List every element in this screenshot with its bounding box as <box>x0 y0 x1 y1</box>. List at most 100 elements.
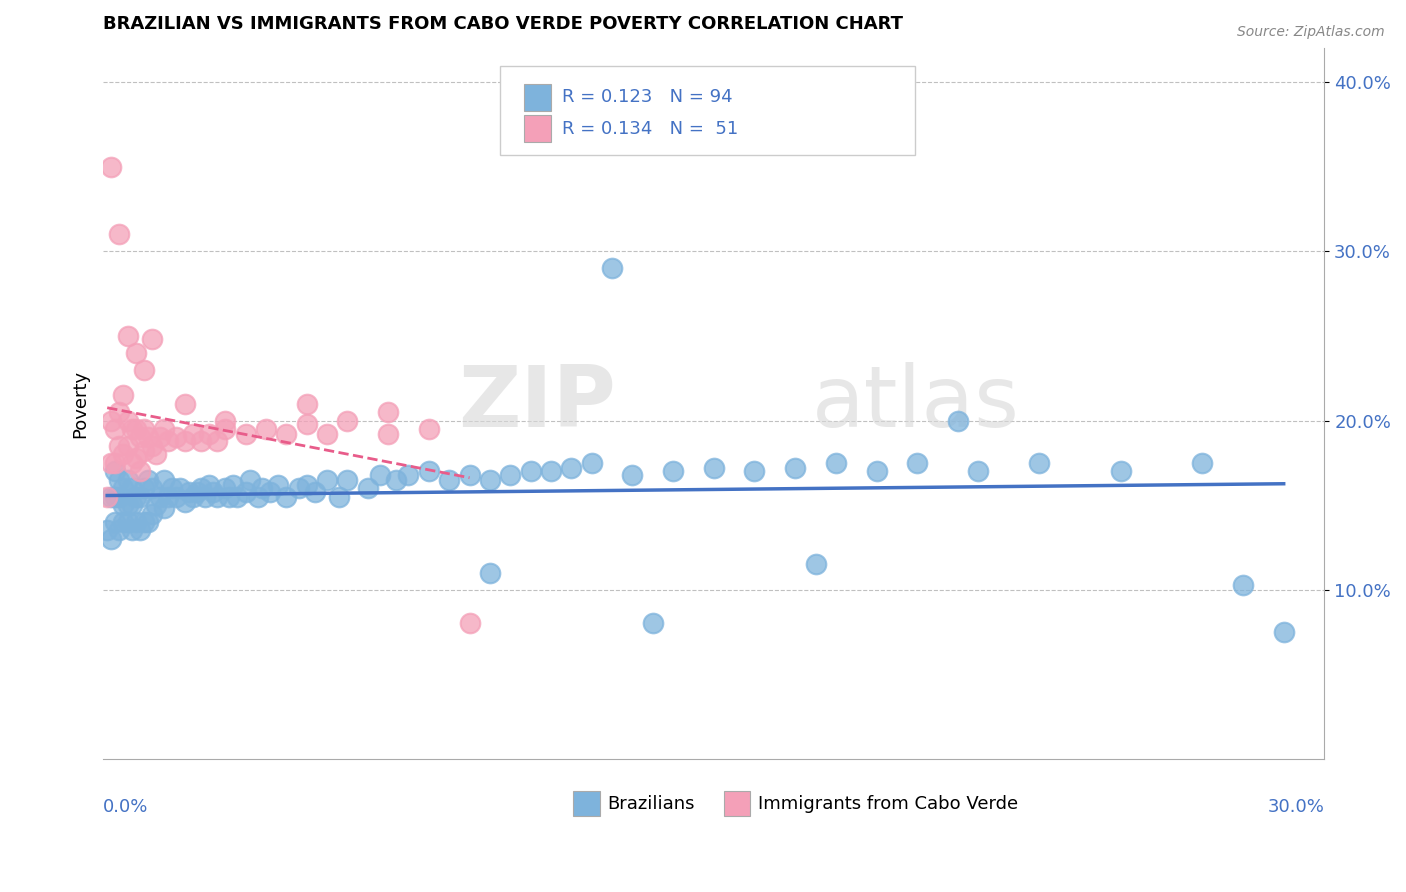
Point <box>377 427 399 442</box>
Point <box>418 422 440 436</box>
Point <box>117 329 139 343</box>
Point <box>336 473 359 487</box>
Point <box>1109 464 1132 478</box>
Point <box>222 477 245 491</box>
Point <box>104 490 127 504</box>
Point <box>235 484 257 499</box>
Point <box>141 481 163 495</box>
Point <box>165 490 187 504</box>
Point <box>499 467 522 482</box>
Point <box>108 473 131 487</box>
Point <box>121 456 143 470</box>
Point <box>121 524 143 538</box>
Point <box>104 456 127 470</box>
Y-axis label: Poverty: Poverty <box>72 369 89 438</box>
Point <box>865 464 887 478</box>
Point <box>316 427 339 442</box>
Point <box>385 473 408 487</box>
Point <box>214 413 236 427</box>
Point <box>295 477 318 491</box>
Point <box>946 413 969 427</box>
Point <box>145 447 167 461</box>
Point <box>104 464 127 478</box>
Point <box>117 413 139 427</box>
Point <box>825 456 848 470</box>
Point <box>254 422 277 436</box>
Point <box>96 490 118 504</box>
Point <box>621 467 644 482</box>
Point <box>600 261 623 276</box>
Point <box>141 439 163 453</box>
Point <box>141 507 163 521</box>
Point <box>132 363 155 377</box>
Point <box>214 481 236 495</box>
Point <box>132 444 155 458</box>
Point <box>125 515 148 529</box>
Text: 0.0%: 0.0% <box>103 797 149 816</box>
Point <box>128 430 150 444</box>
Point <box>104 515 127 529</box>
Point <box>100 532 122 546</box>
Point <box>108 524 131 538</box>
Point <box>336 413 359 427</box>
Point <box>104 422 127 436</box>
FancyBboxPatch shape <box>574 791 600 815</box>
Point <box>214 422 236 436</box>
Point <box>165 430 187 444</box>
Point <box>132 515 155 529</box>
Point <box>177 484 200 499</box>
Point <box>1191 456 1213 470</box>
Point <box>744 464 766 478</box>
Point <box>173 434 195 448</box>
Text: atlas: atlas <box>811 362 1019 445</box>
Point <box>198 427 221 442</box>
Text: Immigrants from Cabo Verde: Immigrants from Cabo Verde <box>758 795 1018 813</box>
Point <box>357 481 380 495</box>
Point <box>100 413 122 427</box>
Point <box>100 490 122 504</box>
Point <box>190 434 212 448</box>
Point <box>560 461 582 475</box>
Point <box>905 456 928 470</box>
Point <box>226 490 249 504</box>
Point <box>287 481 309 495</box>
Point <box>169 481 191 495</box>
Point <box>96 524 118 538</box>
Point <box>703 461 725 475</box>
Point <box>540 464 562 478</box>
Point <box>117 515 139 529</box>
Point <box>202 484 225 499</box>
Point <box>125 346 148 360</box>
Point <box>194 490 217 504</box>
Point <box>157 434 180 448</box>
Point <box>153 501 176 516</box>
Point <box>132 481 155 495</box>
Point <box>205 434 228 448</box>
Point <box>276 427 298 442</box>
Point <box>198 477 221 491</box>
Point <box>117 439 139 453</box>
Point <box>662 464 685 478</box>
FancyBboxPatch shape <box>524 115 551 142</box>
FancyBboxPatch shape <box>724 791 751 815</box>
Point <box>121 422 143 436</box>
Point <box>276 490 298 504</box>
Point <box>157 490 180 504</box>
Point <box>117 498 139 512</box>
Point <box>581 456 603 470</box>
Text: R = 0.123   N = 94: R = 0.123 N = 94 <box>562 88 733 106</box>
Text: R = 0.134   N =  51: R = 0.134 N = 51 <box>562 120 738 137</box>
Point <box>181 427 204 442</box>
Point <box>458 467 481 482</box>
Point <box>112 447 135 461</box>
Point <box>125 422 148 436</box>
Point <box>121 498 143 512</box>
Point <box>173 396 195 410</box>
Point <box>128 524 150 538</box>
Point <box>125 450 148 465</box>
FancyBboxPatch shape <box>524 84 551 111</box>
Point <box>128 464 150 478</box>
Point <box>398 467 420 482</box>
Text: 30.0%: 30.0% <box>1268 797 1324 816</box>
Point <box>128 490 150 504</box>
